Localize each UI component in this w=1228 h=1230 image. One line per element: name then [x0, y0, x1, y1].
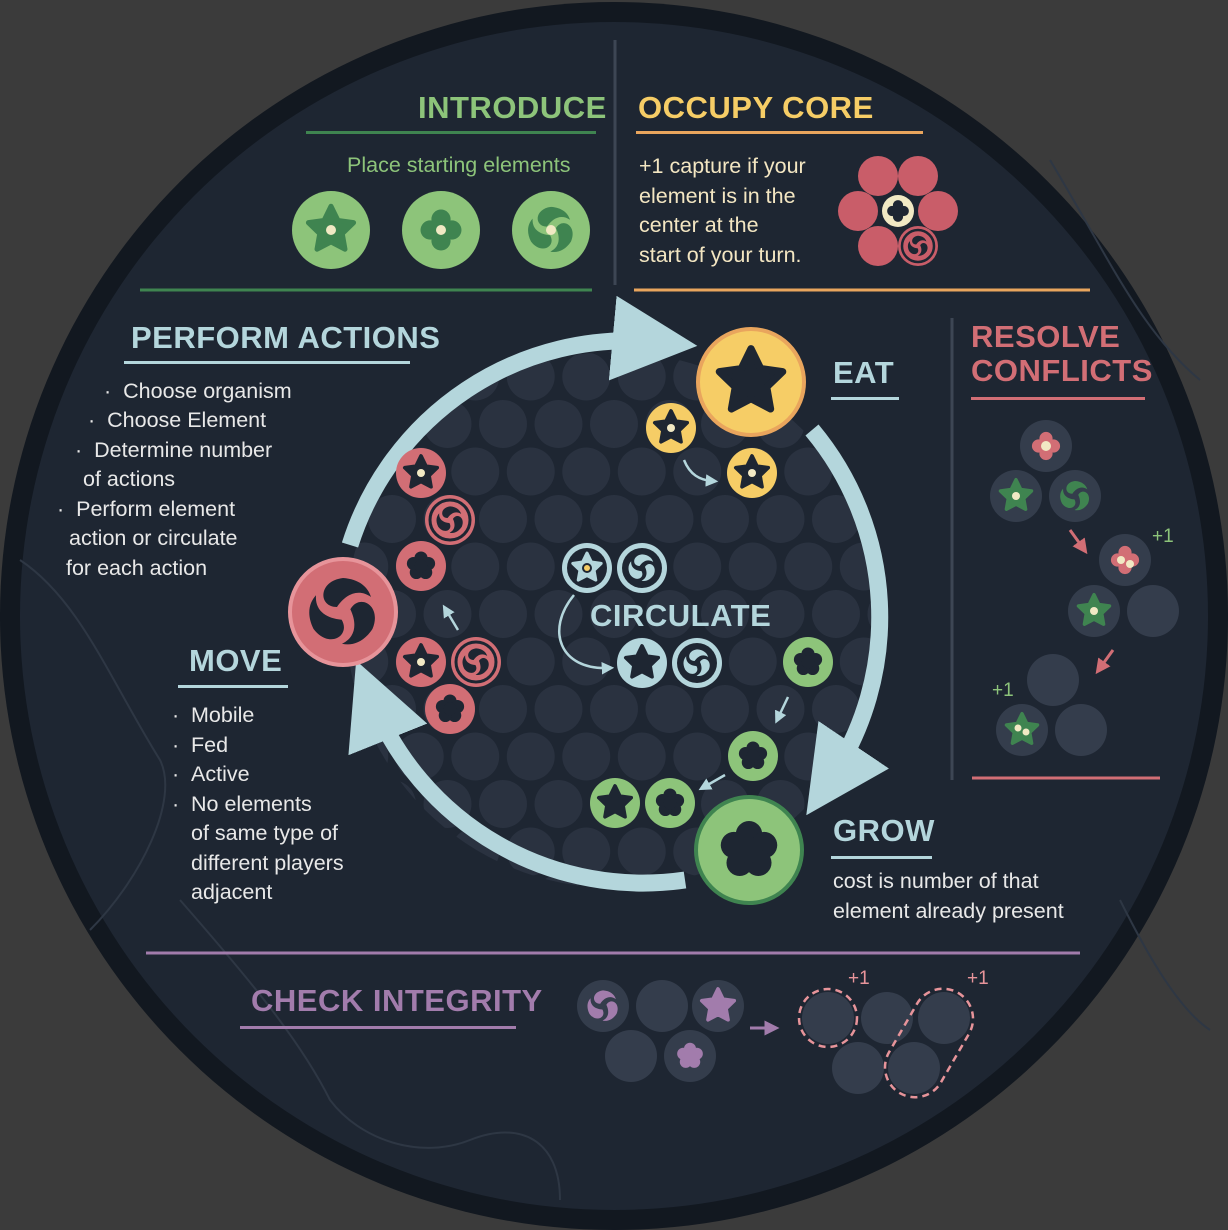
- grid-slot: [617, 447, 666, 496]
- check-plus-one: +1: [967, 968, 989, 989]
- circulate-title: CIRCULATE: [590, 598, 772, 633]
- grid-slot: [368, 495, 416, 543]
- move-list: · Mobile · Fed · Active · No elements of sam…: [172, 701, 344, 908]
- grid-slot: [673, 732, 722, 781]
- grid-slot: [784, 542, 833, 591]
- circulate-elements: [558, 543, 722, 688]
- list-item: different players: [191, 850, 344, 875]
- grid-slot: [534, 495, 583, 543]
- resolve-conflicts-diagram: [990, 420, 1179, 756]
- grid-slot: [645, 685, 694, 733]
- grow-title: GROW: [833, 813, 935, 848]
- grid-slot: [617, 352, 666, 401]
- list-item: of same type of: [191, 821, 338, 845]
- check-integrity-title: CHECK INTEGRITY: [251, 983, 543, 1018]
- grid-slot: [534, 590, 583, 638]
- occupy-core-cluster: [838, 156, 958, 266]
- grid-slot: [701, 590, 749, 638]
- occupy-core-title: OCCUPY CORE: [638, 90, 874, 125]
- grid-slot: [617, 732, 666, 781]
- eat-title: EAT: [833, 355, 895, 390]
- list-item: · Determine number: [75, 438, 273, 462]
- list-item: · Mobile: [172, 703, 255, 727]
- grid-slot: [673, 542, 722, 591]
- grid-slot: [451, 542, 500, 591]
- grid-slot: [728, 542, 777, 591]
- grid-slot: [812, 685, 860, 733]
- eat-elements: [646, 329, 806, 498]
- grid-slot: [479, 685, 527, 733]
- grid-slot: [617, 827, 666, 876]
- grid-slot: [562, 352, 611, 401]
- move-title: MOVE: [189, 643, 283, 678]
- grid-slot: [590, 590, 638, 638]
- big-swirl-icon: [288, 557, 398, 667]
- grid-slot: [728, 637, 777, 686]
- grid-slot: [701, 495, 749, 543]
- grid-slot: [645, 495, 694, 543]
- grid-slot: [812, 495, 860, 543]
- list-item-continued: of actions: [83, 467, 176, 491]
- grow-elements: [590, 637, 833, 905]
- star-icon: [292, 191, 370, 269]
- list-item: for each action: [66, 556, 208, 580]
- resolve-plus-one: +1: [1152, 526, 1174, 547]
- list-item: · Perform element: [57, 497, 236, 521]
- grow-description: cost is number of that element already p…: [833, 869, 1064, 923]
- grid-slot: [534, 685, 583, 733]
- grid-slot: [506, 637, 555, 686]
- check-plus-one: +1: [848, 968, 870, 989]
- grid-slot: [562, 827, 611, 876]
- list-item-continued: action or circulate: [69, 526, 238, 550]
- introduce-elements: [292, 191, 590, 269]
- grid-slot: [784, 447, 833, 496]
- grid-slot: [673, 447, 722, 496]
- grid-slot: [506, 732, 555, 781]
- list-item: · Active: [172, 762, 250, 786]
- grid-slot: [506, 447, 555, 496]
- grid-slot: [590, 400, 638, 448]
- grid-slot: [562, 732, 611, 781]
- move-elements: [288, 448, 501, 734]
- grid-slot: [701, 685, 749, 733]
- grid-slot: [812, 590, 860, 638]
- list-item: adjacent: [191, 880, 273, 904]
- grid-slot: [590, 685, 638, 733]
- grid-slot: [506, 542, 555, 591]
- introduce-subtitle: Place starting elements: [347, 153, 571, 177]
- grid-slot: [756, 590, 805, 638]
- resolve-plus-one: +1: [992, 680, 1014, 701]
- introduce-title: INTRODUCE: [418, 90, 607, 125]
- grid-slot: [451, 447, 500, 496]
- list-item: · Choose Element: [88, 408, 267, 432]
- flower-icon: [402, 191, 480, 269]
- list-item: · No elements: [172, 791, 312, 816]
- grid-slot: [562, 447, 611, 496]
- grid-slot: [479, 400, 527, 448]
- list-item: · Fed: [172, 732, 229, 757]
- resolve-conflicts-title: RESOLVE CONFLICTS: [971, 319, 1153, 388]
- check-integrity-diagram: [577, 978, 975, 1099]
- big-star-icon: [696, 329, 806, 437]
- grid-slot: [451, 732, 500, 781]
- grid-slot: [479, 780, 527, 828]
- grid-slot: [562, 637, 611, 686]
- list-item: · Choose organism: [104, 379, 292, 403]
- swirl-icon: [512, 191, 590, 269]
- grid-slot: [645, 590, 694, 638]
- grid-slot: [756, 685, 805, 733]
- grid-slot: [756, 495, 805, 543]
- grid-slot: [590, 495, 638, 543]
- grid-slot: [479, 495, 527, 543]
- cycle-arrows: [341, 295, 889, 892]
- occupy-core-description: +1 capture if your element is in the cen…: [639, 154, 806, 267]
- big-flower-icon: [694, 795, 804, 905]
- grid-slot: [534, 780, 583, 828]
- perform-actions-title: PERFORM ACTIONS: [131, 320, 441, 355]
- grid-slot: [479, 590, 527, 638]
- grid-slot: [534, 400, 583, 448]
- board-decor-lines: [19, 159, 1211, 1201]
